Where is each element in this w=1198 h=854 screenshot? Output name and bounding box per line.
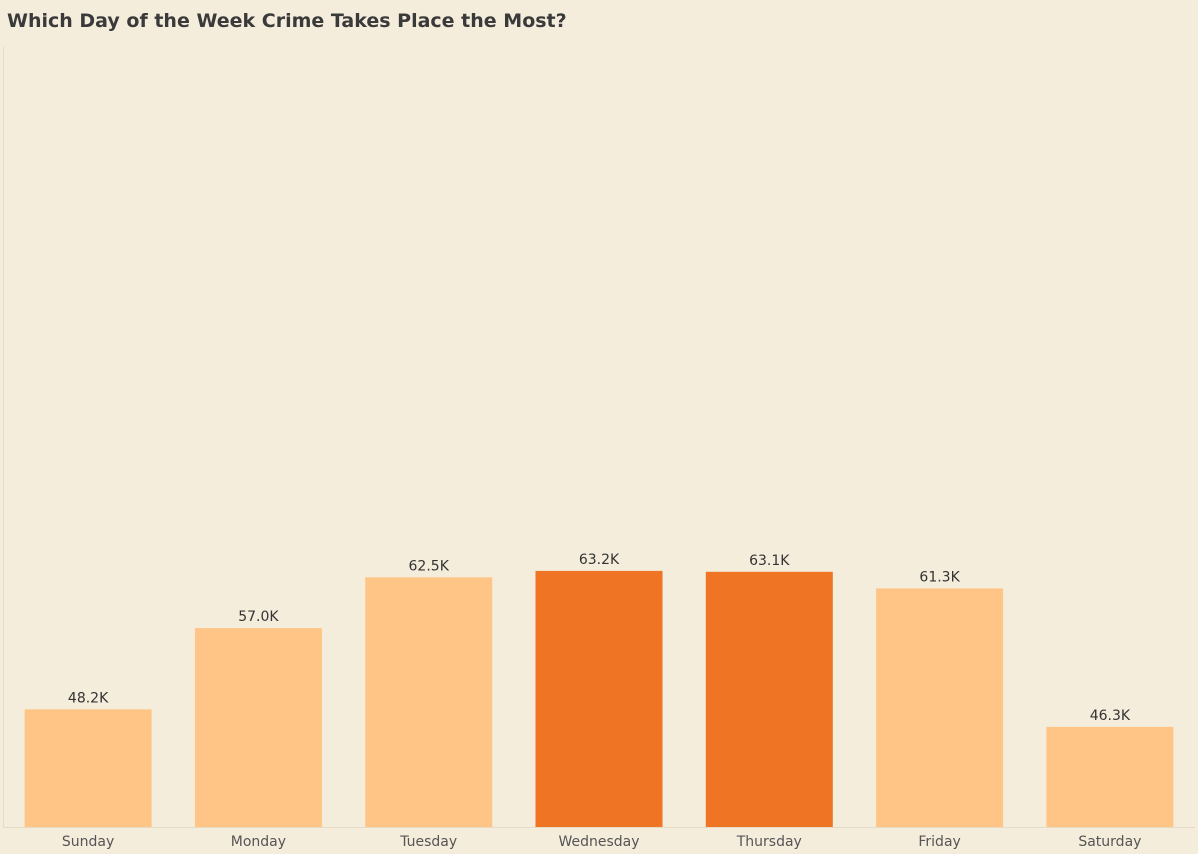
- x-tick-label-tuesday: Tuesday: [399, 834, 457, 850]
- x-tick-label-monday: Monday: [231, 834, 286, 850]
- value-label-friday: 61.3K: [919, 569, 960, 585]
- value-label-monday: 57.0K: [238, 609, 279, 625]
- bars-group: [24, 570, 1174, 827]
- value-label-wednesday: 63.2K: [579, 552, 620, 568]
- value-label-thursday: 63.1K: [749, 553, 790, 569]
- value-labels-group: 48.2K 57.0K 62.5K 63.2K 63.1K 61.3K 46.3K: [68, 552, 1131, 724]
- x-tick-label-wednesday: Wednesday: [558, 834, 639, 850]
- tick-labels-group: Sunday Monday Tuesday Wednesday Thursday Frid…: [62, 834, 1142, 850]
- bar-monday[interactable]: [194, 628, 322, 827]
- chart-title: Which Day of the Week Crime Takes Place …: [7, 10, 567, 32]
- bar-tuesday[interactable]: [365, 577, 493, 827]
- value-label-saturday: 46.3K: [1090, 708, 1131, 724]
- value-label-tuesday: 62.5K: [409, 558, 450, 574]
- x-tick-label-sunday: Sunday: [62, 834, 114, 850]
- bar-thursday[interactable]: [705, 571, 833, 827]
- x-tick-label-friday: Friday: [918, 834, 960, 850]
- bar-wednesday[interactable]: [535, 570, 663, 827]
- bar-saturday[interactable]: [1046, 726, 1174, 827]
- bar-friday[interactable]: [876, 588, 1004, 827]
- plot-frame: [3, 47, 1196, 828]
- value-label-sunday: 48.2K: [68, 690, 109, 706]
- bar-sunday[interactable]: [24, 709, 152, 827]
- x-tick-label-thursday: Thursday: [736, 834, 802, 850]
- x-tick-label-saturday: Saturday: [1078, 834, 1141, 850]
